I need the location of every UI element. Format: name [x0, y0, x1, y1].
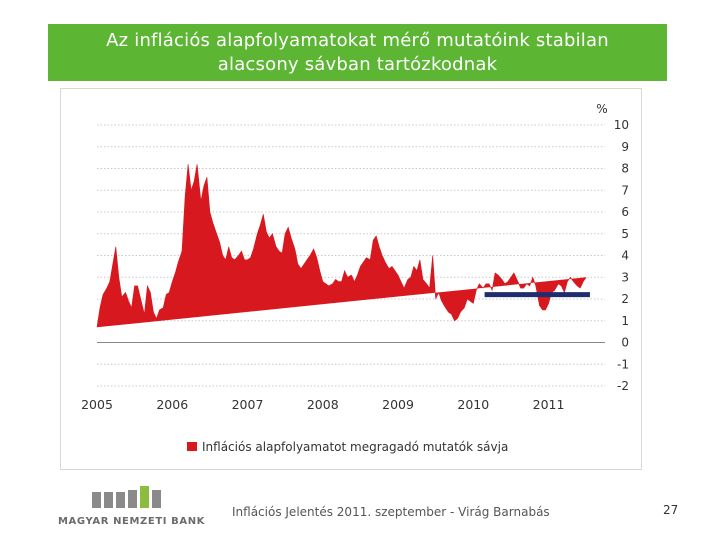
y-tick-label: 9 [621, 140, 629, 154]
chart-frame: 10 9 8 7 6 5 4 3 2 1 0 -1 -2% 2005 2006 2007 2008 2009 201… [60, 88, 642, 470]
legend-label: Inflációs alapfolyamatot megragadó mutat… [202, 440, 508, 454]
y-tick-label: 8 [621, 162, 629, 176]
inflation-band-area [96, 164, 587, 328]
y-tick-label: 0 [621, 336, 629, 350]
y-unit-label: % [596, 102, 607, 116]
x-tick-label: 2005 [81, 397, 113, 412]
y-tick-label: 3 [621, 270, 629, 284]
x-tick-label: 2009 [382, 397, 414, 412]
y-tick-label: -1 [617, 357, 629, 371]
y-tick-label: 10 [614, 118, 629, 132]
legend-swatch [187, 442, 197, 451]
x-tick-label: 2006 [156, 397, 188, 412]
x-tick-label: 2011 [533, 397, 565, 412]
y-tick-label: -2 [617, 379, 629, 393]
y-tick-label: 2 [621, 292, 629, 306]
page-number: 27 [663, 503, 679, 517]
x-tick-label: 2008 [307, 397, 339, 412]
x-tick-label: 2007 [232, 397, 264, 412]
footer-text: Inflációs Jelentés 2011. szeptember - Vi… [232, 505, 550, 519]
y-tick-label: 5 [621, 227, 629, 241]
y-tick-label: 7 [621, 183, 629, 197]
y-tick-label: 1 [621, 314, 629, 328]
mnb-logo: MAGYAR NEMZETI BANK [54, 480, 204, 532]
x-tick-label: 2010 [457, 397, 489, 412]
slide-title-line-1: Az inflációs alapfolyamatokat mérő mutat… [106, 29, 609, 51]
y-tick-label: 6 [621, 205, 629, 219]
slide-title-line-2: alacsony sávban tartózkodnak [217, 53, 498, 75]
slide-title-bar: Az inflációs alapfolyamatokat mérő mutat… [48, 24, 667, 81]
logo-bars-icon [92, 486, 161, 508]
logo-text: MAGYAR NEMZETI BANK [58, 516, 206, 527]
y-tick-label: 4 [621, 249, 629, 263]
